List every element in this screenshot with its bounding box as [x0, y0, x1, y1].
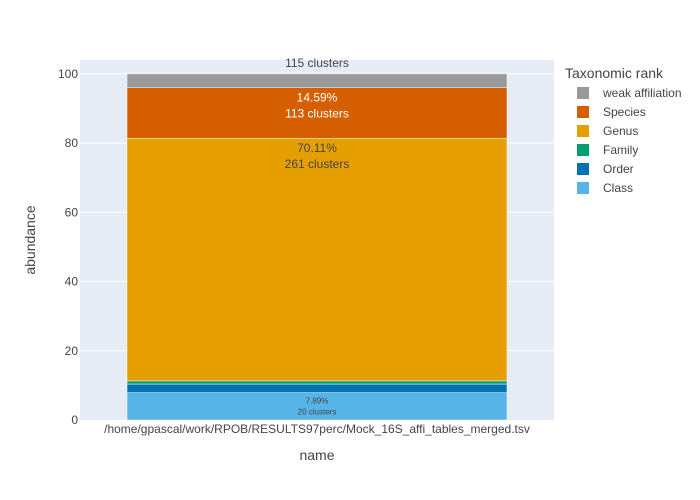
bar-segment-species[interactable]: [126, 87, 508, 139]
x-axis-title: name: [299, 447, 334, 463]
segment-label-class-percent: 7.89%: [306, 397, 329, 406]
y-tick-label: 20: [65, 344, 79, 358]
y-tick-label: 60: [65, 205, 79, 219]
y-axis-title: abundance: [22, 205, 38, 275]
legend-label-order[interactable]: Order: [603, 162, 634, 176]
legend-swatch-class[interactable]: [577, 182, 589, 194]
legend-swatch-weak-affiliation[interactable]: [577, 87, 589, 99]
legend-label-species[interactable]: Species: [603, 105, 646, 119]
legend-label-genus[interactable]: Genus: [603, 124, 638, 138]
y-tick-label: 40: [65, 275, 79, 289]
bar-segment-class[interactable]: [126, 392, 508, 421]
bar-segment-order[interactable]: [126, 383, 508, 393]
legend[interactable]: Taxonomic rank weak affiliation Species Ge…: [565, 65, 682, 195]
legend-label-class[interactable]: Class: [603, 181, 633, 195]
segment-label-genus-percent: 70.11%: [297, 141, 337, 155]
x-tick-label: /home/gpascal/work/RPOB/RESULTS97perc/Mo…: [104, 422, 530, 436]
legend-swatch-family[interactable]: [577, 144, 589, 156]
segment-label-species-clusters: 113 clusters: [285, 107, 349, 121]
segment-label-genus-clusters: 261 clusters: [285, 157, 350, 171]
bar-segment-family[interactable]: [126, 380, 508, 385]
bar-segment-genus[interactable]: [126, 137, 508, 382]
segment-labels: 7.89% 20 clusters 70.11% 261 clusters 14.59%…: [285, 56, 350, 417]
legend-swatch-order[interactable]: [577, 163, 589, 175]
legend-swatch-species[interactable]: [577, 106, 589, 118]
bar-segments: [126, 73, 508, 421]
segment-label-weak-affiliation: 115 clusters: [285, 56, 349, 70]
x-axis-ticks: /home/gpascal/work/RPOB/RESULTS97perc/Mo…: [104, 422, 530, 436]
legend-label-weak-affiliation[interactable]: weak affiliation: [602, 86, 682, 100]
y-axis-ticks: 0 20 40 60 80 100: [58, 67, 78, 427]
segment-label-class-clusters: 20 clusters: [298, 408, 337, 417]
legend-title: Taxonomic rank: [565, 65, 664, 81]
legend-label-family[interactable]: Family: [603, 143, 638, 157]
y-tick-label: 100: [58, 67, 78, 81]
y-tick-label: 0: [71, 413, 78, 427]
bar-segment-weak-affiliation[interactable]: [126, 73, 508, 88]
y-tick-label: 80: [65, 136, 79, 150]
segment-label-species-percent: 14.59%: [297, 91, 338, 105]
legend-swatch-genus[interactable]: [577, 125, 589, 137]
